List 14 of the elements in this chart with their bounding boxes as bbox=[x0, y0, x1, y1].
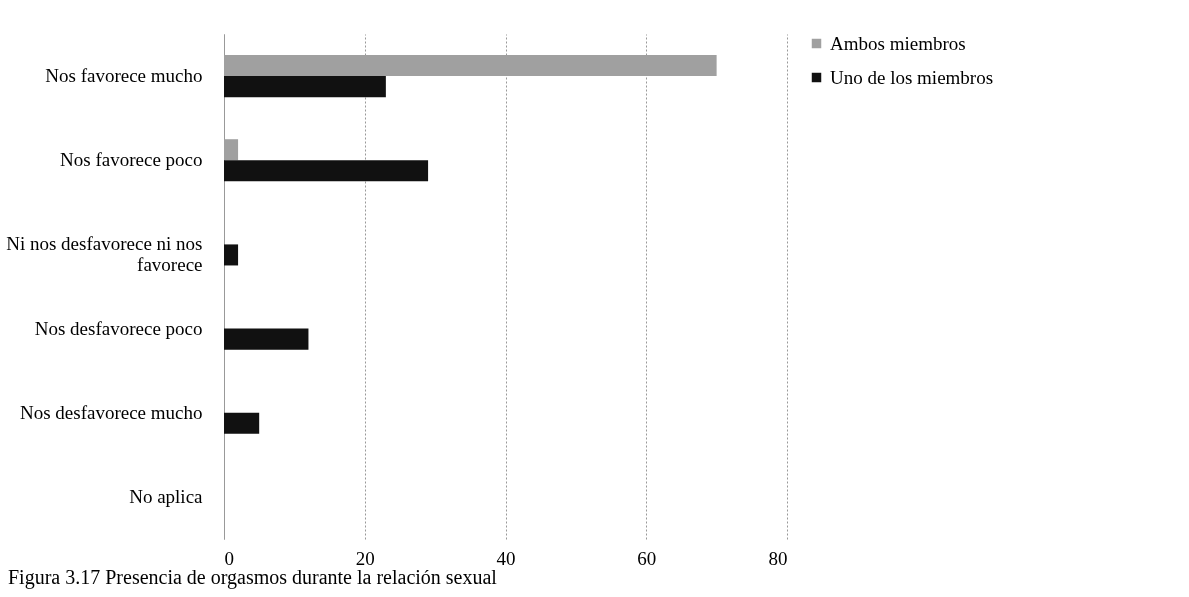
y-tick-label: Nos desfavorece poco bbox=[34, 317, 203, 339]
x-tick-label: 20 bbox=[355, 547, 375, 569]
y-tick-label: No aplica bbox=[129, 485, 204, 507]
x-tick-label: 0 bbox=[224, 547, 234, 569]
legend-label: Uno de los miembros bbox=[830, 66, 994, 88]
text: Figura 3.17 Presencia de orgasmos durante la relación sexual bbox=[8, 566, 497, 589]
y-tick-label: Nos favorece mucho bbox=[45, 65, 203, 87]
y-tick-label: Ni nos desfavorece ni nos favorece bbox=[6, 233, 203, 276]
x-tick-label: 60 bbox=[637, 547, 657, 569]
y-tick-label: Nos favorece poco bbox=[60, 149, 203, 171]
x-tick-label: 40 bbox=[496, 547, 516, 569]
legend-label: Ambos miembros bbox=[830, 32, 966, 54]
x-tick-label: 80 bbox=[768, 547, 788, 569]
y-tick-label: Nos desfavorece mucho bbox=[19, 401, 203, 423]
